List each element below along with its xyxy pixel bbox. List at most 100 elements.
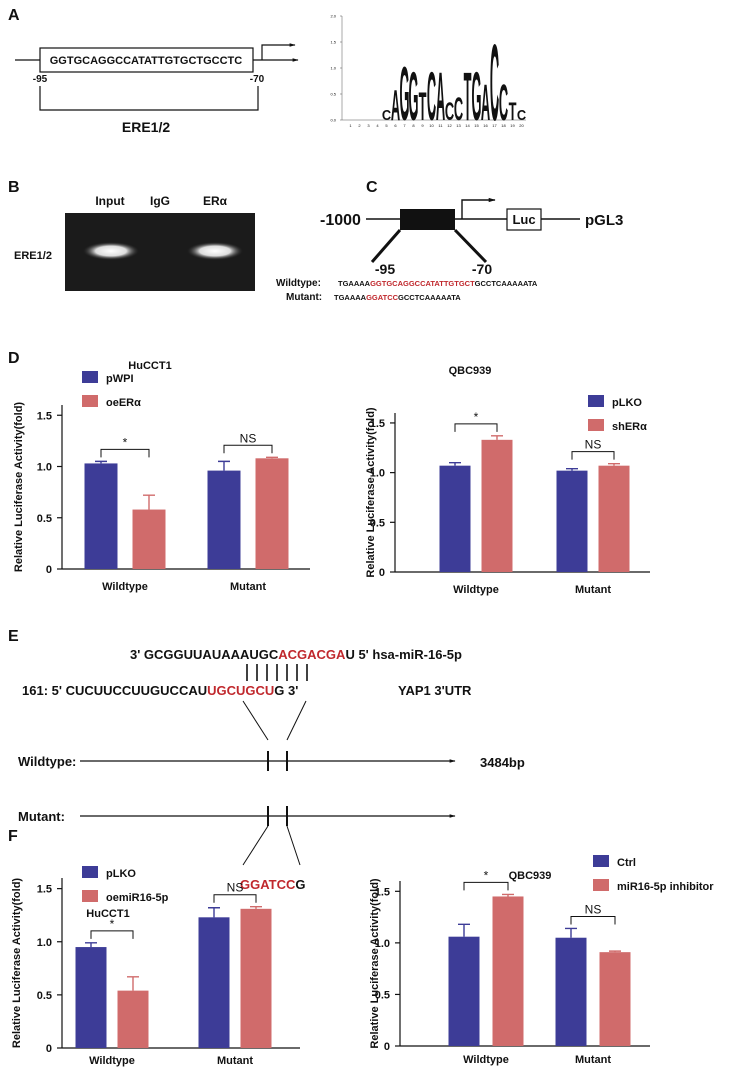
logo-position: 16: [483, 123, 488, 128]
sequence-box: [39, 47, 254, 73]
panel-e: 3' GCGGUUAUAAAUGCACGACGAU 5' hsa-miR-16-…: [18, 647, 525, 892]
zoom-line: [242, 825, 269, 866]
logo-letter: C: [517, 107, 526, 123]
logo-letter: C: [499, 75, 508, 131]
logo-position: 12: [447, 123, 452, 128]
bar: [75, 947, 107, 1048]
significance-label: NS: [227, 881, 244, 895]
site-end: -70: [472, 261, 492, 277]
y-tick-label: 1.0: [37, 937, 52, 949]
logo-position: 10: [429, 123, 434, 128]
logo-position: 20: [519, 123, 524, 128]
tss-arrow: [461, 197, 496, 219]
legend-label: shERα: [612, 421, 647, 433]
sequence-part: GGTGCAGGCCATATTGTGCT: [370, 279, 475, 288]
chart-title: HuCCT1: [128, 360, 171, 372]
mutant-sequence: TGAAAAGGATCCGCCTCAAAAATA: [334, 293, 461, 302]
element-label: ERE1/2: [122, 119, 170, 135]
logo-position: 6: [394, 123, 397, 128]
error-bar: [608, 462, 620, 466]
sequence-part: G 3': [274, 683, 298, 698]
site-start: -95: [375, 261, 395, 277]
wildtype-label: Wildtype:: [18, 754, 76, 769]
bar: [255, 458, 289, 569]
sequence: GGTGCAGGCCATATTGTGCTGCCTC: [50, 55, 243, 67]
zoom-line: [242, 700, 269, 741]
mutant-label: Mutant:: [18, 809, 65, 824]
bar: [240, 908, 272, 1048]
significance-bracket: [90, 930, 134, 939]
logo-letter: C: [382, 107, 391, 123]
panel-label: F: [8, 828, 18, 845]
panel-c: -1000 Luc pGL3 -95 -70 Wildtype: TGAAAAG…: [276, 197, 623, 303]
legend-label: pWPI: [106, 373, 134, 385]
bracket: [39, 86, 259, 111]
sequence-part: 3' GCGGUUAUAAAUGC: [130, 647, 279, 662]
logo-letter: G: [400, 52, 410, 137]
lane-label: Input: [95, 194, 124, 208]
logo-letter: T: [509, 99, 517, 127]
y-tick-label: 0.5: [375, 989, 390, 1001]
error-bar: [458, 923, 470, 937]
bar: [84, 463, 118, 569]
error-bar: [95, 460, 107, 464]
x-tick-label: Wildtype: [89, 1055, 135, 1067]
significance-label: NS: [585, 438, 602, 452]
x-tick-label: Mutant: [575, 584, 611, 596]
logo-letter: A: [481, 75, 490, 131]
wildtype-label: Wildtype:: [276, 278, 321, 289]
x-tick-label: Mutant: [575, 1054, 611, 1066]
logo-letter: C: [490, 23, 499, 144]
sequence-part: TGAAAA: [338, 279, 371, 288]
bar: [492, 896, 524, 1046]
logo-position: 8: [412, 123, 415, 128]
y-tick-label: 0: [384, 1041, 390, 1053]
error-bar: [218, 460, 230, 471]
logo-tick-label: 2.0: [330, 14, 336, 19]
significance-label: *: [484, 868, 489, 882]
error-bar: [449, 461, 461, 466]
legend-swatch: [82, 866, 98, 878]
y-tick-label: 0.5: [370, 517, 385, 529]
panel-label: E: [8, 628, 19, 645]
sequence-part: TGAAAA: [334, 293, 367, 302]
start-position: -1000: [320, 212, 361, 229]
zoom-line: [370, 229, 402, 263]
bar: [448, 936, 480, 1046]
logo-position: 2: [358, 123, 361, 128]
logo-letter: C: [445, 99, 454, 127]
y-tick-label: 0: [46, 1043, 52, 1055]
error-bar: [143, 494, 155, 510]
mutant-site: GGATCCG: [240, 877, 306, 892]
significance-label: NS: [240, 431, 257, 445]
sequence-part: GCCTCAAAAATA: [398, 293, 461, 302]
significance-label: *: [474, 410, 479, 424]
significance-label: NS: [585, 902, 602, 916]
significance-bracket: [213, 894, 257, 903]
panel-a: GGTGCAGGCCATATTGTGCTGCCTC -95 -70 ERE1/2…: [15, 14, 526, 144]
chart-title: QBC939: [509, 870, 552, 882]
y-tick-label: 0.5: [37, 990, 52, 1002]
y-tick-label: 1.5: [375, 886, 390, 898]
panel-label: A: [8, 7, 20, 24]
logo-position: 17: [492, 123, 497, 128]
end-position: -70: [250, 74, 265, 85]
logo-tick-label: 0.0: [330, 118, 336, 123]
logo-position: 19: [510, 123, 515, 128]
utr-name: YAP1 3'UTR: [398, 683, 472, 698]
y-tick-label: 0.5: [37, 513, 52, 525]
legend-swatch: [593, 879, 609, 891]
y-tick-label: 1.0: [375, 938, 390, 950]
sequence-logo: 0.00.51.01.52.01 2 3 4 5 6 7 8 9 10 11 12 13 14 15 16 17…: [330, 14, 526, 144]
legend-swatch: [588, 419, 604, 431]
y-tick-label: 1.5: [370, 418, 385, 430]
error-bar: [502, 893, 514, 897]
logo-position: 5: [385, 123, 388, 128]
logo-letter: A: [436, 59, 445, 135]
